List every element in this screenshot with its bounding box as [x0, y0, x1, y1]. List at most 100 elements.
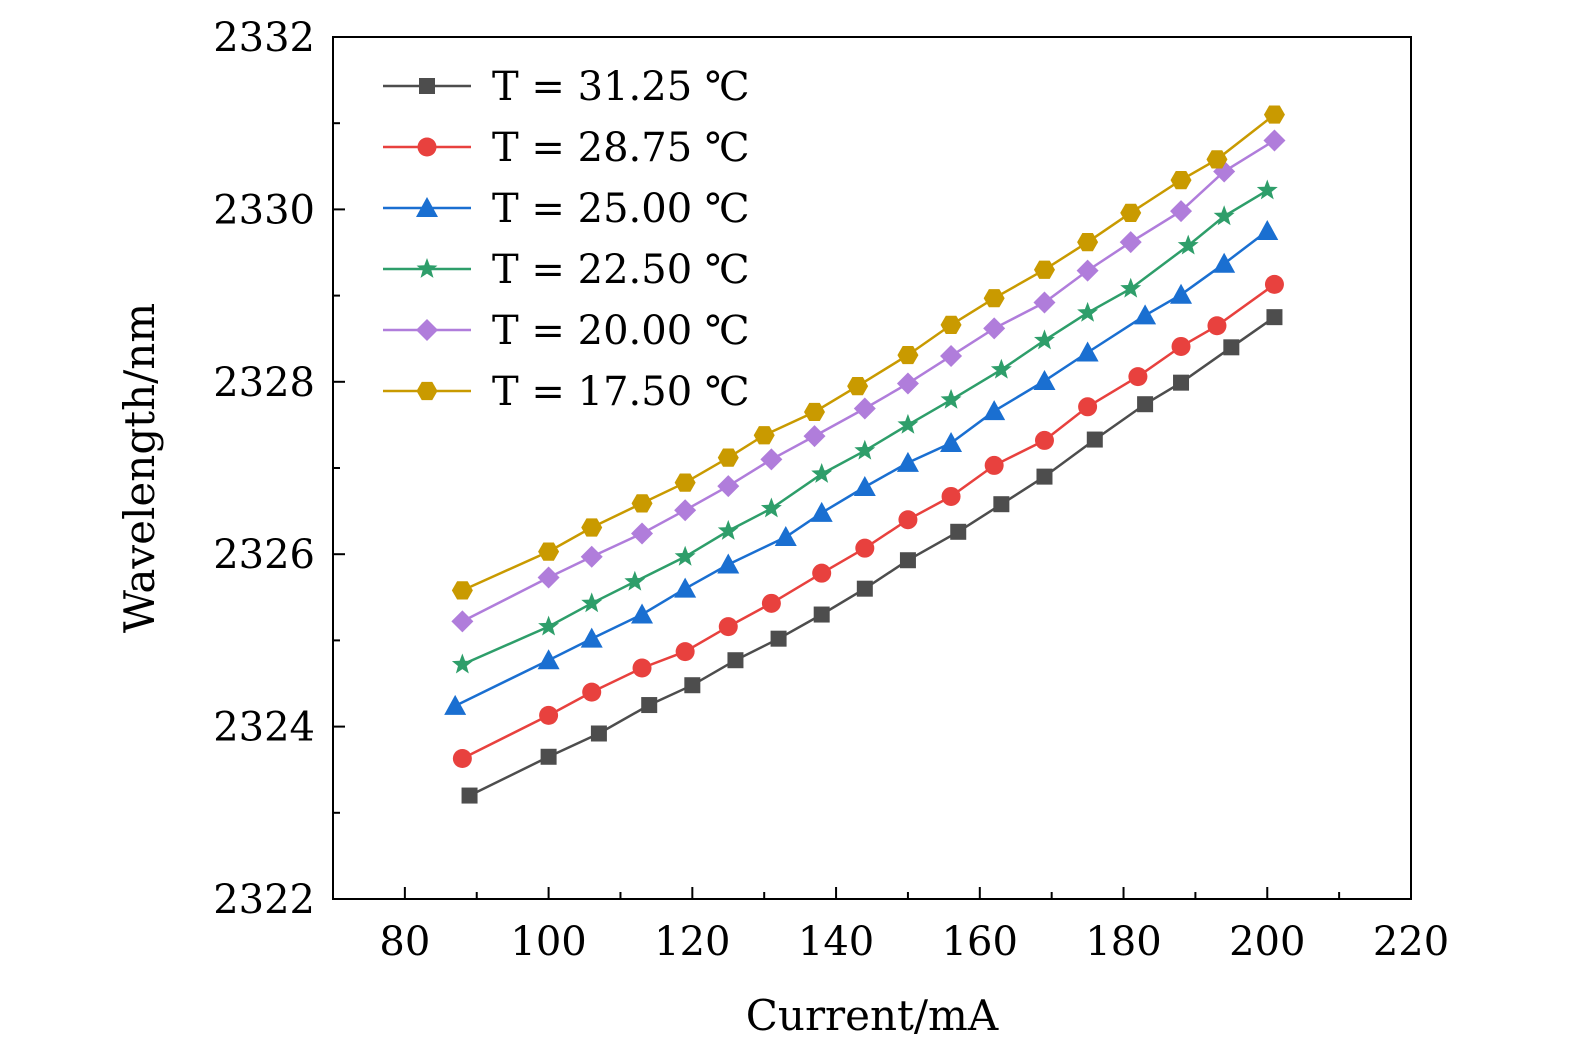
legend-label: T = 31.25 ℃: [492, 64, 750, 110]
data-point: [451, 610, 474, 633]
data-point: [1263, 105, 1285, 124]
data-point: [898, 510, 918, 530]
data-point: [1077, 301, 1099, 322]
data-point: [717, 519, 739, 540]
data-point: [1207, 316, 1227, 336]
data-point: [581, 518, 603, 537]
data-point: [761, 593, 781, 613]
data-point: [1077, 233, 1099, 252]
y-tick-label: 2330: [213, 187, 315, 233]
data-point: [641, 697, 658, 714]
data-point: [1170, 200, 1193, 223]
data-point: [813, 606, 830, 623]
series-line: [461, 189, 1268, 666]
data-point: [1264, 274, 1284, 294]
data-point: [451, 581, 473, 600]
y-axis-title: Wavelength/nm: [115, 303, 164, 633]
legend-item: T = 17.50 ℃: [383, 369, 750, 415]
data-point: [631, 603, 654, 624]
data-point: [1171, 336, 1191, 356]
data-point: [856, 580, 873, 597]
series-3: [444, 219, 1279, 715]
data-point: [1170, 171, 1192, 190]
data-point: [983, 317, 1006, 340]
series-5: [451, 129, 1286, 633]
data-point: [1223, 339, 1240, 356]
legend-label: T = 17.50 ℃: [492, 369, 750, 415]
data-point: [774, 525, 797, 546]
data-point: [1134, 304, 1157, 325]
data-point: [631, 494, 653, 513]
data-point: [1086, 431, 1103, 448]
data-point: [899, 552, 916, 569]
data-point: [760, 448, 783, 471]
data-point: [983, 289, 1005, 308]
data-point: [727, 652, 744, 669]
y-tick-label: 2332: [213, 15, 315, 61]
y-tick-label: 2326: [213, 532, 315, 578]
data-point: [538, 542, 560, 561]
legend-label: T = 25.00 ℃: [492, 186, 750, 232]
data-point: [1076, 259, 1099, 282]
data-point: [1033, 260, 1055, 279]
data-point: [810, 501, 833, 522]
data-point: [940, 344, 963, 367]
series-2: [452, 274, 1284, 768]
legend-item: T = 22.50 ℃: [383, 247, 750, 293]
data-point: [897, 345, 919, 365]
legend: T = 31.25 ℃ T = 28.75 ℃ T = 25.00 ℃ T = 22.…: [383, 64, 750, 415]
data-point: [624, 570, 646, 591]
legend-label: T = 22.50 ℃: [492, 247, 750, 293]
data-point: [984, 455, 1004, 475]
x-tick-label: 80: [379, 919, 430, 965]
x-tick-label: 160: [942, 919, 1018, 965]
data-point: [1256, 179, 1278, 200]
data-point: [1120, 203, 1142, 222]
data-point: [812, 563, 832, 583]
x-tick-label: 220: [1373, 919, 1449, 965]
data-point: [674, 499, 697, 522]
data-point: [717, 475, 740, 498]
data-point: [770, 630, 787, 647]
data-point: [753, 426, 775, 445]
data-point: [451, 653, 473, 674]
data-point: [580, 627, 603, 648]
x-axis: 80 100 120 140 160 180 200 220: [379, 887, 1449, 965]
data-point: [990, 358, 1012, 379]
data-point: [537, 649, 560, 670]
data-point: [855, 538, 875, 558]
data-point: [1206, 150, 1228, 169]
x-tick-label: 140: [798, 919, 874, 965]
data-point: [1078, 397, 1098, 417]
data-point: [1173, 374, 1190, 391]
legend-marker: [416, 197, 438, 217]
x-axis-title: Current/mA: [746, 991, 999, 1040]
data-point: [684, 677, 701, 694]
data-point: [804, 402, 826, 422]
data-point: [718, 617, 738, 637]
data-point: [1256, 219, 1279, 240]
data-point: [1213, 252, 1236, 273]
data-point: [803, 425, 826, 448]
series-4: [451, 179, 1278, 674]
data-point: [896, 372, 919, 395]
data-point: [847, 377, 869, 396]
series-6: [451, 105, 1285, 600]
y-tick-label: 2322: [213, 877, 315, 923]
legend-item: T = 31.25 ℃: [383, 64, 750, 110]
x-tick-label: 200: [1229, 919, 1305, 965]
data-point: [1266, 309, 1283, 326]
series-1: [461, 309, 1283, 804]
data-point: [1033, 369, 1056, 390]
data-point: [675, 642, 695, 662]
x-tick-label: 120: [654, 919, 730, 965]
legend-marker: [417, 137, 437, 157]
legend-marker: [416, 258, 438, 278]
data-point: [897, 413, 919, 434]
data-point: [1137, 396, 1154, 413]
data-point: [444, 694, 467, 715]
data-point: [540, 748, 557, 765]
data-point: [581, 592, 603, 613]
